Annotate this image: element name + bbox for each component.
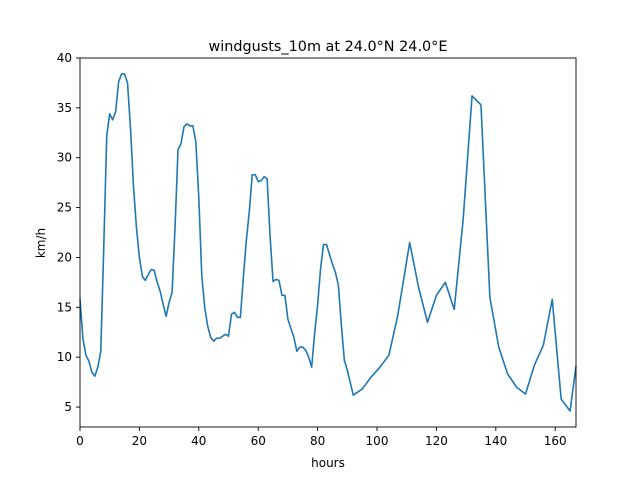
y-axis-label: km/h — [34, 228, 48, 258]
x-tick-label: 0 — [76, 434, 84, 448]
x-tick-label: 120 — [425, 434, 448, 448]
y-tick-label: 40 — [57, 51, 72, 65]
chart-title: windgusts_10m at 24.0°N 24.0°E — [209, 39, 448, 55]
x-tick-label: 140 — [484, 434, 507, 448]
y-tick-label: 15 — [57, 300, 72, 314]
x-tick-label: 60 — [251, 434, 266, 448]
x-tick-label: 160 — [544, 434, 567, 448]
plot-frame — [79, 57, 577, 428]
x-axis-label: hours — [311, 456, 345, 470]
y-axis-ticks: 5 10 15 20 25 30 35 40 — [57, 51, 80, 414]
y-tick-label: 35 — [57, 101, 72, 115]
x-tick-label: 80 — [310, 434, 325, 448]
y-tick-label: 30 — [57, 151, 72, 165]
y-tick-label: 25 — [57, 201, 72, 215]
series-line — [79, 73, 577, 412]
x-tick-label: 20 — [132, 434, 147, 448]
y-tick-label: 5 — [64, 400, 72, 414]
x-axis-ticks: 0 20 40 60 80 100 120 140 160 — [76, 427, 567, 448]
x-tick-label: 100 — [366, 434, 389, 448]
y-tick-label: 20 — [57, 250, 72, 264]
y-tick-label: 10 — [57, 350, 72, 364]
x-tick-label: 40 — [191, 434, 206, 448]
